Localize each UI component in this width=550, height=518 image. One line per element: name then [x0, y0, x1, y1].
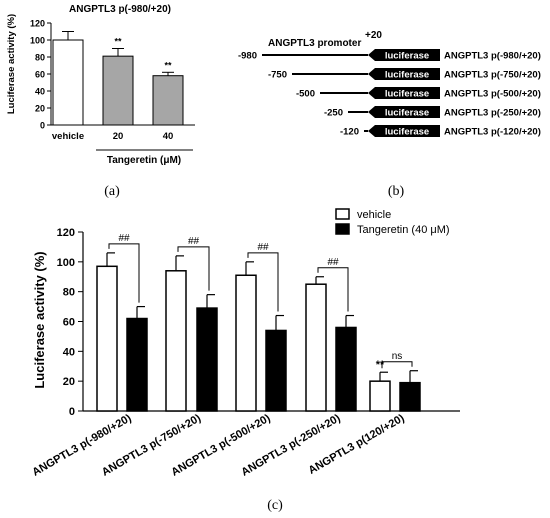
panel-c-ytick-label: 80 — [63, 287, 75, 299]
luciferase-box — [368, 106, 440, 118]
panel-a-significance: ** — [164, 60, 172, 70]
construct-start: -120 — [340, 127, 359, 138]
tangeretin-bar — [265, 329, 287, 412]
panel-c-ytick-label: 60 — [63, 317, 75, 329]
plus-20-label: +20 — [365, 30, 382, 41]
legend-label: Tangeretin (40 μM) — [357, 224, 450, 236]
panel-c-ytick-label: 0 — [69, 406, 75, 418]
significance-bracket — [108, 243, 140, 303]
panel-a-bar — [102, 55, 134, 126]
construct-name: ANGPTL3 p(-250/+20) — [444, 108, 541, 119]
legend-swatch — [335, 223, 350, 235]
significance-label: ## — [257, 242, 269, 253]
panel-c-label: (c) — [267, 498, 283, 513]
panel-a-ytick-label: 60 — [35, 70, 45, 80]
construct-name: ANGPTL3 p(-500/+20) — [444, 89, 541, 100]
luciferase-box — [368, 87, 440, 99]
luciferase-box — [368, 49, 440, 61]
tangeretin-bar — [399, 381, 421, 412]
construct-start: -500 — [296, 89, 315, 100]
panel-b-label: (b) — [388, 184, 405, 199]
tangeretin-bar — [335, 326, 357, 412]
construct-start: -250 — [324, 108, 343, 119]
panel-a-ytick-label: 0 — [40, 121, 45, 131]
significance-label: ## — [188, 236, 200, 247]
luciferase-label: luciferase — [385, 127, 429, 138]
tangeretin-bar — [196, 307, 218, 412]
luciferase-box — [368, 125, 440, 137]
significance-bracket — [247, 252, 279, 312]
vehicle-bar — [235, 274, 257, 412]
panel-a-title: ANGPTL3 p(-980/+20) — [69, 4, 171, 15]
panel-c-ytick-label: 20 — [63, 376, 75, 388]
construct-start: -750 — [268, 70, 287, 81]
legend-label: vehicle — [357, 209, 391, 221]
panel-a-category-label: vehicle — [52, 131, 84, 142]
panel-a-ytick-label: 20 — [35, 104, 45, 114]
panel-a: ANGPTL3 p(-980/+20) Luciferase activity … — [6, 4, 195, 199]
promoter-label: ANGPTL3 promoter — [268, 38, 361, 49]
vehicle-bar — [165, 270, 187, 412]
significance-bracket — [317, 267, 349, 312]
panel-a-group-label: Tangeretin (μM) — [107, 155, 181, 166]
panel-c-ytick-label: 40 — [63, 346, 75, 358]
legend-swatch — [335, 208, 350, 220]
significance-bracket — [381, 361, 413, 369]
panel-a-ytick-label: 40 — [35, 87, 45, 97]
significance-label: ns — [392, 351, 403, 362]
panel-c-ytick-label: 100 — [57, 257, 75, 269]
panel-a-ytick-label: 100 — [30, 36, 45, 46]
panel-a-ytick-label: 120 — [30, 19, 45, 29]
vehicle-bar — [369, 380, 391, 412]
panel-c-ytick-label: 120 — [57, 227, 75, 239]
construct-name: ANGPTL3 p(-120/+20) — [444, 127, 541, 138]
significance-stars: ** — [376, 359, 385, 371]
construct-name: ANGPTL3 p(-750/+20) — [444, 70, 541, 81]
significance-label: ## — [118, 233, 130, 244]
panel-a-bar — [152, 75, 184, 126]
luciferase-label: luciferase — [385, 89, 429, 100]
panel-a-category-label: 20 — [113, 131, 124, 142]
luciferase-label: luciferase — [385, 108, 429, 119]
panel-b: ANGPTL3 promoter +20 -980 luciferase ANGPT… — [238, 30, 541, 199]
luciferase-label: luciferase — [385, 51, 429, 62]
panel-c: Luciferase activity (%) 020406080100120 … — [30, 208, 460, 513]
panel-a-bar — [52, 39, 84, 126]
luciferase-label: luciferase — [385, 70, 429, 81]
panel-a-category-label: 40 — [163, 131, 174, 142]
significance-bracket — [177, 246, 210, 291]
panel-a-ytick-label: 80 — [35, 53, 45, 63]
significance-label: ## — [327, 257, 339, 268]
tangeretin-bar — [126, 317, 148, 412]
construct-name: ANGPTL3 p(-980/+20) — [444, 51, 541, 62]
panel-c-ylabel: Luciferase activity (%) — [32, 251, 47, 388]
panel-a-ylabel: Luciferase activity (%) — [6, 14, 17, 114]
panel-a-significance: ** — [114, 37, 122, 47]
luciferase-box — [368, 68, 440, 80]
vehicle-bar — [305, 283, 327, 412]
panel-a-label: (a) — [104, 184, 120, 199]
construct-start: -980 — [238, 51, 257, 62]
vehicle-bar — [96, 265, 118, 412]
